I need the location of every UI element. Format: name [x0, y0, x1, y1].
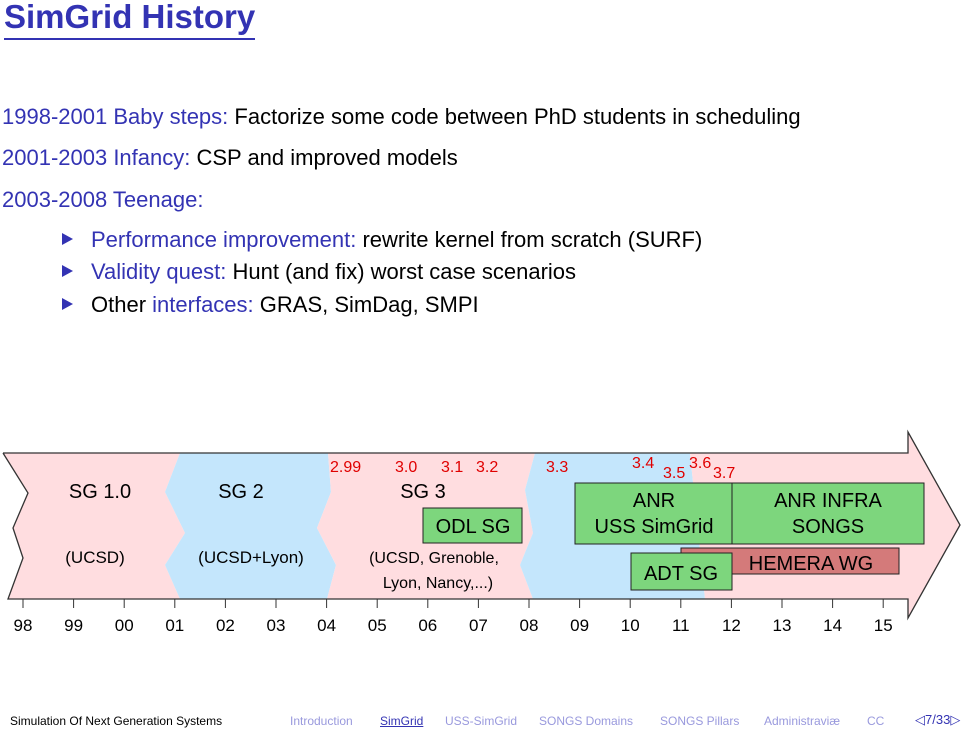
era-sg2-who: (UCSD+Lyon): [198, 548, 304, 567]
era-sg3-name: SG 3: [400, 481, 446, 503]
era-sg3-who-2: Lyon, Nancy,...): [383, 575, 493, 592]
nav-cc[interactable]: CC: [867, 714, 885, 728]
project-anr-infra-label: ANR INFRA: [774, 490, 882, 512]
year-label: 07: [469, 616, 488, 635]
page-title: SimGrid History: [4, 0, 256, 40]
project-hemera-label: HEMERA WG: [749, 553, 873, 575]
nav-songs-domains[interactable]: SONGS Domains: [539, 714, 634, 728]
version-label: 3.4: [632, 455, 654, 472]
year-label: 02: [216, 616, 235, 635]
version-label: 3.1: [441, 459, 463, 476]
version-label: 3.7: [713, 465, 735, 482]
year-label: 09: [570, 616, 589, 635]
era-sg2-name: SG 2: [218, 481, 264, 503]
era-sg1-region: [3, 453, 185, 599]
year-label: 08: [520, 616, 539, 635]
version-label: 3.5: [663, 465, 685, 482]
era-sg2-region: [165, 453, 336, 599]
year-label: 03: [267, 616, 286, 635]
project-adt-box: [630, 552, 733, 591]
year-label: 15: [874, 616, 893, 635]
nav-introduction[interactable]: Introduction: [290, 714, 353, 728]
nav-uss-simgrid[interactable]: USS-SimGrid: [445, 714, 518, 728]
year-label: 13: [773, 616, 792, 635]
version-label: 3.2: [476, 459, 498, 476]
year-label: 99: [64, 616, 83, 635]
arrow-outline: [2, 429, 961, 621]
year-label: 01: [165, 616, 184, 635]
version-label: 2.99: [330, 459, 361, 476]
year-label: 04: [317, 616, 336, 635]
year-label: 14: [823, 616, 842, 635]
nav-administraviae[interactable]: Administraviæ: [764, 714, 841, 728]
year-label: 10: [621, 616, 640, 635]
era-sg1-who: (UCSD): [65, 548, 125, 567]
year-label: 06: [418, 616, 437, 635]
bullet-triangle-icon: [62, 265, 73, 277]
year-label: 11: [672, 616, 690, 635]
history-teenage: 2003-2008 Teenage:: [2, 187, 204, 212]
bullet-triangle-icon: [62, 298, 73, 310]
nav-songs-pillars[interactable]: SONGS Pillars: [660, 714, 740, 728]
era-sg3-who: (UCSD, Grenoble,: [369, 550, 499, 567]
version-label: 3.3: [546, 459, 568, 476]
page-number: 7/33: [925, 712, 951, 727]
bullet-interfaces: Other interfaces: GRAS, SimDag, SMPI: [62, 292, 479, 318]
bullet-triangle-icon: [62, 233, 73, 245]
history-baby-steps: 1998-2001 Baby steps: Factorize some cod…: [2, 104, 801, 129]
bullet-validity: Validity quest: Hunt (and fix) worst cas…: [62, 259, 576, 285]
project-anr-infra-label-2: SONGS: [792, 516, 864, 538]
page-navigator[interactable]: ◁7/33▷: [915, 712, 960, 728]
version-label: 3.6: [689, 455, 711, 472]
project-adt-label: ADT SG: [644, 563, 718, 585]
version-labels: 2.99 3.0 3.1 3.2 3.3 3.4 3.5 3.6 3.7: [330, 455, 735, 482]
history-infancy: 2001-2003 Infancy: CSP and improved mode…: [2, 145, 458, 170]
project-anr-uss-box: [574, 482, 733, 545]
nav-simgrid[interactable]: SimGrid: [380, 714, 424, 728]
project-odl-label: ODL SG: [436, 516, 511, 538]
era-sg1-name: SG 1.0: [69, 481, 131, 503]
project-anr-uss-label-2: USS SimGrid: [595, 516, 714, 538]
project-odl-box: [422, 507, 523, 544]
year-axis: 98 99 00 01 02 03 04 05 06 07 08 09 10 11 12 13 14 15: [14, 599, 893, 635]
year-label: 05: [368, 616, 387, 635]
bullet-performance: Performance improvement: rewrite kernel …: [62, 227, 702, 253]
project-anr-infra-box: [731, 482, 925, 545]
year-label: 98: [14, 616, 33, 635]
prev-page-icon[interactable]: ◁: [915, 712, 925, 727]
year-label: 12: [722, 616, 741, 635]
version-label: 3.0: [395, 459, 417, 476]
footer-title: Simulation Of Next Generation Systems: [10, 714, 223, 728]
year-label: 00: [115, 616, 134, 635]
project-anr-uss-label: ANR: [633, 490, 675, 512]
next-page-icon[interactable]: ▷: [950, 712, 961, 727]
